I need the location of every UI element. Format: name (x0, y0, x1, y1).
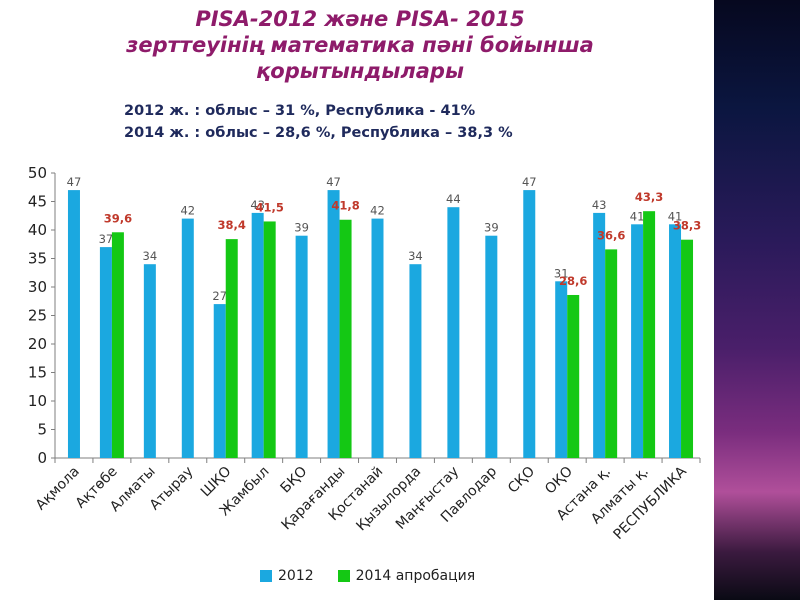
bar-2012 (251, 212, 264, 458)
legend-label-2012: 2012 (278, 568, 314, 584)
bar-2012 (555, 281, 568, 458)
data-label-2012: 43 (592, 198, 607, 212)
data-label-2012: 27 (212, 289, 227, 303)
bar-2014 (111, 232, 124, 458)
y-tick-label: 40 (28, 221, 47, 239)
bar-2014 (567, 294, 580, 458)
y-tick-label: 35 (28, 250, 47, 268)
y-tick-label: 15 (28, 364, 47, 382)
bar-2012 (485, 235, 498, 458)
slide-title: PISA-2012 және PISA- 2015 зерттеуінің ма… (100, 6, 620, 84)
bar-2014 (643, 211, 656, 458)
legend-item-2012: 2012 (260, 568, 314, 584)
subtitle-line-1: 2012 ж. : облыс – 31 %, Республика - 41% (124, 103, 476, 119)
x-tick-label: СҚО (505, 464, 538, 497)
y-tick-label: 45 (28, 193, 47, 211)
bar-2012 (213, 304, 226, 458)
bar-chart: 05101520253035404550АқмолаАқтөбеАлматыАт… (28, 164, 701, 543)
data-label-2012: 41 (630, 209, 645, 223)
bar-2012 (409, 264, 422, 458)
bar-2014 (681, 239, 694, 458)
y-tick-label: 50 (28, 164, 47, 182)
bar-2012 (371, 218, 384, 458)
x-tick-label: Ақмола (33, 464, 83, 514)
bar-2012 (99, 247, 112, 458)
legend-swatch-2012 (260, 570, 272, 582)
data-label-2014: 28,6 (559, 274, 587, 288)
title-line-1: PISA-2012 және PISA- 2015 (195, 7, 525, 31)
bar-2014 (263, 221, 276, 458)
x-tick-label: БҚО (278, 464, 311, 497)
data-label-2014: 41,8 (331, 199, 359, 213)
bar-2012 (143, 264, 156, 458)
slide-subtitle: 2012 ж. : облыс – 31 %, Республика - 41%… (124, 100, 513, 144)
data-label-2012: 39 (484, 221, 499, 235)
y-tick-label: 20 (28, 335, 47, 353)
data-label-2012: 43 (250, 198, 265, 212)
x-tick-label: ОҚО (542, 464, 576, 498)
title-line-2: зерттеуінің математика пәні бойынша (126, 33, 594, 57)
data-label-2012: 41 (668, 209, 683, 223)
data-label-2012: 47 (326, 175, 341, 189)
bar-2012 (327, 190, 340, 458)
bar-2012 (447, 207, 460, 458)
bar-2012 (593, 212, 606, 458)
y-tick-label: 10 (28, 392, 47, 410)
data-label-2012: 34 (408, 249, 423, 263)
legend-item-2014: 2014 апробация (337, 568, 476, 584)
bar-2012 (67, 190, 80, 458)
y-tick-label: 30 (28, 278, 47, 296)
legend-swatch-2014 (337, 570, 350, 582)
title-line-3: қорытындылары (256, 59, 464, 83)
y-tick-label: 0 (37, 449, 47, 467)
data-label-2014: 39,6 (104, 211, 132, 225)
data-label-2014: 43,3 (635, 190, 663, 204)
y-tick-label: 5 (37, 421, 47, 439)
data-label-2012: 47 (67, 175, 82, 189)
data-label-2012: 42 (370, 204, 385, 218)
data-label-2014: 38,3 (673, 219, 701, 233)
data-label-2014: 38,4 (218, 218, 246, 232)
data-label-2012: 39 (294, 221, 309, 235)
data-label-2012: 31 (554, 266, 569, 280)
baiterek-tower-photo (714, 0, 800, 600)
data-label-2012: 42 (180, 204, 195, 218)
data-label-2012: 47 (522, 175, 537, 189)
bar-2012 (669, 224, 682, 458)
data-label-2014: 41,5 (255, 200, 283, 214)
bar-2014 (225, 239, 238, 458)
chart-legend: 2012 2014 апробация (260, 568, 475, 584)
data-label-2012: 37 (99, 232, 114, 246)
bar-2012 (295, 235, 308, 458)
bar-2014 (605, 249, 618, 458)
legend-label-2014: 2014 апробация (355, 568, 476, 584)
data-label-2012: 34 (143, 249, 158, 263)
bar-2014 (339, 219, 352, 458)
data-label-2014: 36,6 (597, 228, 625, 242)
bar-2012 (181, 218, 194, 458)
bar-2012 (523, 190, 536, 458)
subtitle-line-2: 2014 ж. : облыс – 28,6 %, Республика – 3… (124, 125, 513, 141)
data-label-2012: 44 (446, 192, 461, 206)
y-tick-label: 25 (28, 307, 47, 325)
bar-2012 (631, 224, 644, 458)
